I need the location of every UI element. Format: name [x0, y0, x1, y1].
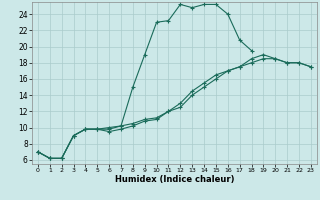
X-axis label: Humidex (Indice chaleur): Humidex (Indice chaleur): [115, 175, 234, 184]
